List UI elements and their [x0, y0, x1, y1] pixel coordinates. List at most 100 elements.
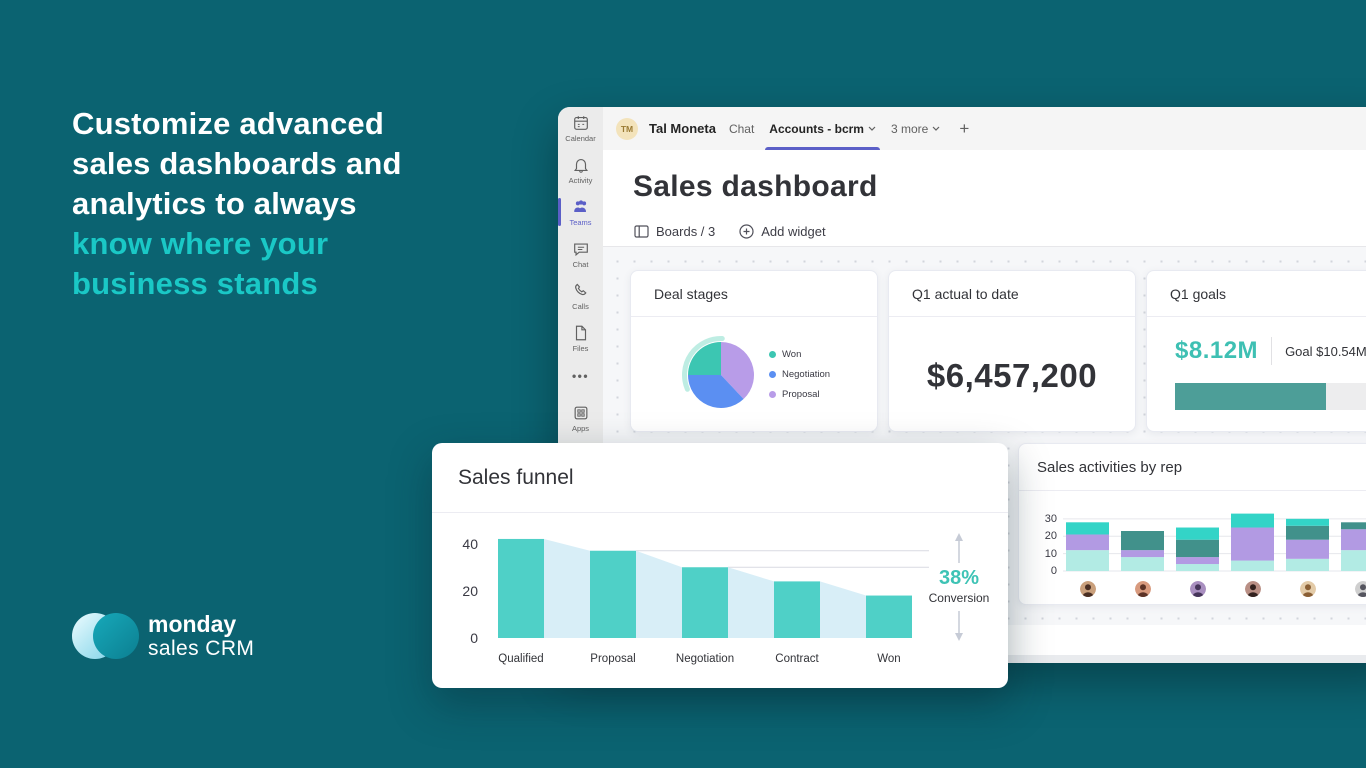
goal-progress-bar	[1175, 383, 1366, 410]
funnel-bar-contract	[774, 581, 820, 638]
stacked-bar-segment	[1231, 513, 1274, 528]
funnel-svg	[498, 533, 963, 641]
funnel-xlabel: Won	[877, 653, 901, 665]
chat-bubble-icon	[573, 243, 588, 257]
activities-svg	[1063, 513, 1366, 572]
user-avatar[interactable]: TM	[616, 117, 638, 140]
headline-line: analytics to always	[72, 186, 357, 221]
phone-icon	[574, 283, 587, 296]
stacked-bar-segment	[1341, 522, 1366, 530]
pie-slice-won	[688, 342, 721, 375]
widget-title: Deal stages	[631, 271, 877, 317]
funnel-ytick: 40	[462, 535, 478, 552]
rep-avatar	[1134, 581, 1151, 597]
user-name: Tal Moneta	[649, 121, 716, 136]
widget-q1-actual[interactable]: Q1 actual to date $6,457,200	[888, 270, 1136, 432]
legend-dot	[769, 391, 776, 398]
stacked-bar-segment	[1286, 539, 1329, 559]
funnel-ytick: 0	[470, 630, 478, 646]
sidebar-item-apps[interactable]: Apps	[558, 397, 603, 439]
add-tab-button[interactable]: +	[959, 118, 970, 138]
stacked-bar-segment	[1121, 550, 1164, 558]
widget-deal-stages[interactable]: Deal stages Won Negotiation Proposal	[630, 270, 878, 432]
funnel-ytick: 20	[462, 582, 478, 599]
legend-item-won: Won	[769, 349, 830, 360]
funnel-bar-negotiation	[682, 567, 728, 638]
tab-chat[interactable]: Chat	[728, 121, 755, 136]
tab-more[interactable]: 3 more	[889, 107, 942, 150]
stacked-bar-segment	[1341, 550, 1366, 571]
stacked-bar-segment	[1121, 557, 1164, 571]
logo-brand-text: monday	[148, 611, 237, 637]
funnel-xlabel: Proposal	[590, 653, 636, 665]
stacked-bar-segment	[1231, 527, 1274, 561]
widget-title: Q1 actual to date	[889, 271, 1135, 317]
q1-actual-value: $6,457,200	[926, 357, 1098, 394]
stacked-bar-segment	[1286, 558, 1329, 571]
headline-accent-line: know where your	[72, 226, 329, 261]
deal-stages-pie-chart	[682, 336, 754, 408]
stacked-bar-segment	[1121, 531, 1164, 551]
sidebar-item-chat[interactable]: Chat	[558, 233, 603, 275]
headline-line: sales dashboards and	[72, 146, 402, 181]
widget-title: Sales funnel	[432, 443, 1008, 513]
dashboard-header: Sales dashboard Boards / 3 Add widget	[603, 150, 1366, 247]
headline-accent-line: business stands	[72, 266, 318, 301]
add-widget-button[interactable]: Add widget	[739, 224, 826, 239]
stacked-bar-segment	[1066, 550, 1109, 571]
page-title: Sales dashboard	[633, 170, 878, 203]
funnel-bar-qualified	[498, 538, 544, 638]
headline-line: Customize advanced	[72, 106, 384, 141]
apps-grid-icon	[574, 406, 587, 420]
app-topbar: TM Tal Moneta Chat Accounts - bcrm 3 mor…	[603, 107, 1366, 150]
conversion-rate-label: Conversion	[928, 591, 990, 605]
legend-dot	[769, 351, 776, 358]
widget-title: Sales activities by rep	[1019, 444, 1366, 491]
widget-sales-funnel[interactable]: Sales funnel 38% Conversion 40 20 0 Qualifi…	[432, 443, 1008, 688]
rep-avatar	[1189, 581, 1206, 597]
boards-selector[interactable]: Boards / 3	[634, 224, 715, 239]
sales-funnel-chart: 38% Conversion 40 20 0 Qualified Proposal Neg…	[432, 513, 1008, 688]
widget-q1-goals[interactable]: Q1 goals $8.12M Goal $10.54M	[1146, 270, 1366, 432]
file-icon	[575, 325, 586, 341]
stacked-bar-segment	[1176, 527, 1219, 540]
funnel-xlabel: Qualified	[498, 653, 544, 665]
bell-icon	[573, 159, 588, 173]
headline: Customize advanced sales dashboards and …	[72, 104, 402, 304]
tab-accounts-bcrm[interactable]: Accounts - bcrm	[765, 107, 880, 150]
logo-product-text: sales CRM	[148, 637, 255, 660]
calendar-icon	[573, 116, 588, 130]
rep-avatar	[1079, 581, 1096, 597]
legend-dot	[769, 371, 776, 378]
widget-sales-activities[interactable]: Sales activities by rep 30 20 10 0	[1018, 443, 1366, 605]
activities-ytick: 10	[1044, 547, 1057, 560]
plus-circle-icon	[739, 224, 754, 239]
stacked-bar-segment	[1286, 525, 1329, 540]
q1-goal-target: Goal $10.54M	[1285, 343, 1366, 359]
board-icon	[634, 225, 649, 238]
sidebar-item-calendar[interactable]: Calendar	[558, 107, 603, 149]
activities-ytick: 30	[1044, 512, 1057, 525]
sidebar-item-teams[interactable]: Teams	[558, 191, 603, 233]
stacked-bar-segment	[1176, 557, 1219, 565]
sidebar-item-calls[interactable]: Calls	[558, 275, 603, 317]
funnel-bar-proposal	[590, 550, 636, 638]
conversion-rate-value: 38%	[938, 567, 980, 589]
stacked-bar-segment	[1066, 534, 1109, 551]
sidebar-item-activity[interactable]: Activity	[558, 149, 603, 191]
divider	[1271, 337, 1273, 365]
pie-slice-proposal	[721, 342, 754, 400]
monday-logo-icon	[72, 611, 139, 661]
legend-item-proposal: Proposal	[769, 389, 830, 400]
stacked-bar-segment	[1176, 539, 1219, 558]
rep-avatar	[1299, 581, 1316, 597]
people-icon	[573, 200, 586, 212]
dashboard-toolbar: Boards / 3 Add widget	[634, 224, 826, 239]
activities-stacked-chart: 30 20 10 0	[1019, 491, 1366, 606]
stacked-bar-segment	[1286, 518, 1329, 526]
chevron-down-icon	[868, 126, 876, 131]
sidebar-item-files[interactable]: Files	[558, 317, 603, 359]
funnel-xlabel: Negotiation	[675, 653, 735, 665]
stacked-bar-segment	[1066, 522, 1109, 535]
sidebar-item-more[interactable]: •••	[571, 369, 590, 383]
